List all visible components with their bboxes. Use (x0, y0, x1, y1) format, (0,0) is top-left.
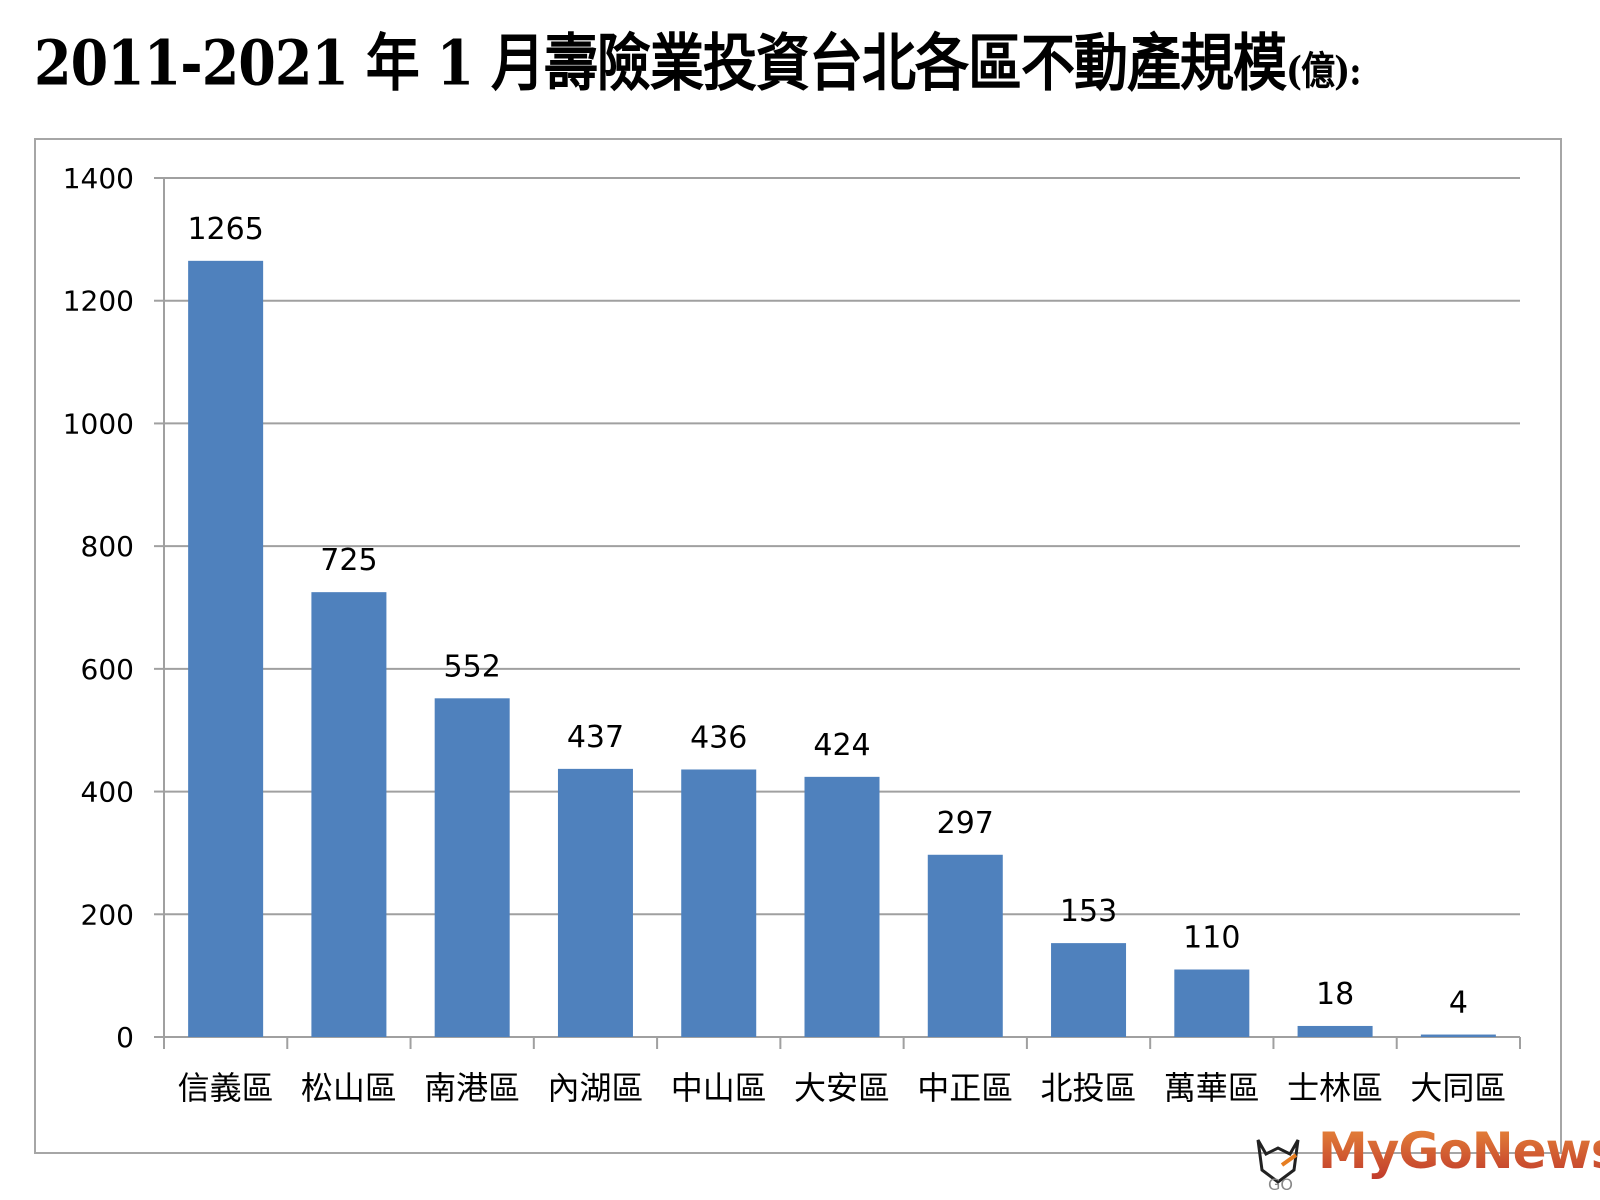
bar-2 (311, 592, 387, 1037)
data-label: 297 (937, 806, 994, 841)
x-tick-label: 南港區 (424, 1069, 520, 1107)
y-tick-label: 400 (81, 776, 134, 809)
watermark-text: MyGoNews (1318, 1122, 1600, 1180)
x-tick-label: 大安區 (794, 1069, 890, 1107)
bar-6 (804, 776, 880, 1037)
bar-9 (1174, 969, 1250, 1037)
data-label: 437 (567, 720, 624, 755)
x-tick-label: 信義區 (178, 1069, 274, 1107)
bar-3 (434, 698, 510, 1037)
x-tick-label: 松山區 (301, 1069, 397, 1107)
chart-title: 2011-2021 年 1 月壽險業投資台北各區不動產規模(億): (34, 12, 1362, 103)
x-tick-label: 北投區 (1041, 1069, 1137, 1107)
bar-10 (1297, 1025, 1373, 1037)
data-label: 110 (1183, 921, 1240, 956)
y-tick-label: 1400 (63, 162, 134, 195)
bar-7 (927, 854, 1003, 1037)
y-tick-label: 600 (81, 653, 134, 686)
bar-4 (557, 768, 633, 1037)
bar-11 (1420, 1034, 1496, 1037)
data-label: 424 (813, 728, 870, 763)
data-label: 18 (1316, 977, 1354, 1012)
x-tick-label: 大同區 (1410, 1069, 1506, 1107)
chart-title-main: 2011-2021 年 1 月壽險業投資台北各區不動產規模 (34, 25, 1287, 100)
y-tick-label: 1200 (63, 285, 134, 318)
bar-8 (1051, 943, 1127, 1037)
data-label: 725 (320, 543, 377, 578)
chart-title-unit: (億): (1285, 48, 1362, 95)
data-label: 1265 (187, 212, 263, 247)
x-tick-label: 中正區 (917, 1069, 1013, 1107)
y-tick-label: 1000 (63, 407, 134, 440)
x-tick-label: 中山區 (671, 1069, 767, 1107)
bar-5 (681, 769, 757, 1037)
x-tick-label: 士林區 (1287, 1069, 1383, 1107)
watermark-logo: MyGoNews (1318, 1122, 1600, 1180)
x-tick-label: 內湖區 (547, 1069, 643, 1107)
x-tick-label: 萬華區 (1164, 1069, 1260, 1107)
data-label: 4 (1449, 986, 1468, 1021)
data-label: 153 (1060, 894, 1117, 929)
bar-1 (188, 260, 264, 1037)
y-tick-label: 200 (81, 898, 134, 931)
y-tick-label: 0 (116, 1021, 134, 1054)
y-tick-label: 800 (81, 530, 134, 563)
chart-frame (34, 138, 1562, 1154)
data-label: 552 (444, 649, 501, 684)
data-label: 436 (690, 720, 747, 755)
